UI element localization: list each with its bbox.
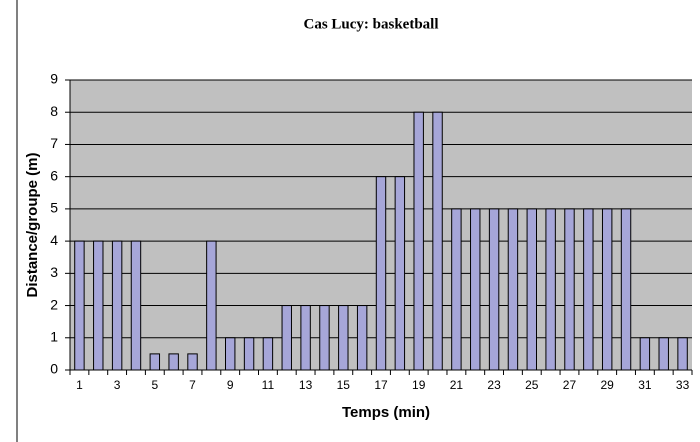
- bar: [300, 305, 311, 371]
- bar: [394, 176, 406, 371]
- chart-title: Cas Lucy: basketball: [303, 16, 438, 32]
- bar: [262, 337, 274, 371]
- x-tick-label: 33: [676, 378, 690, 392]
- bar: [168, 353, 179, 371]
- x-tick-label: 25: [525, 378, 539, 392]
- bar: [583, 208, 594, 371]
- bar: [187, 353, 198, 371]
- y-tick-label: 0: [50, 361, 58, 377]
- x-tick-label: 29: [601, 378, 615, 392]
- y-tick-label: 6: [50, 167, 58, 183]
- x-tick-label: 11: [262, 378, 275, 392]
- y-tick-label: 8: [50, 103, 58, 119]
- x-tick-label: 5: [151, 378, 158, 392]
- bar: [375, 176, 387, 371]
- bar: [526, 208, 537, 371]
- y-tick-label: 5: [50, 200, 58, 216]
- x-tick-label: 15: [337, 378, 351, 392]
- bar: [488, 208, 500, 371]
- bar: [601, 208, 613, 371]
- y-tick-label: 1: [50, 328, 58, 344]
- y-tick-label: 9: [50, 71, 58, 87]
- x-tick-label: 13: [299, 378, 313, 392]
- x-tick-label: 27: [563, 378, 577, 392]
- bar: [149, 353, 161, 371]
- bar: [620, 208, 632, 371]
- bar: [338, 305, 349, 371]
- bar: [206, 240, 217, 371]
- x-tick-label: 19: [412, 378, 426, 392]
- x-tick-label: 21: [450, 378, 464, 392]
- bar: [658, 337, 669, 371]
- x-tick-label: 17: [374, 378, 388, 392]
- bar: [74, 240, 85, 371]
- bar: [677, 337, 688, 371]
- bar: [243, 337, 255, 371]
- bar: [451, 208, 462, 371]
- x-tick-label: 31: [638, 378, 652, 392]
- x-tick-label: 7: [189, 378, 196, 392]
- bar: [564, 208, 575, 371]
- bar: [130, 240, 142, 371]
- x-tick-label: 3: [114, 378, 121, 392]
- bar: [432, 111, 443, 371]
- y-tick-label: 4: [50, 232, 58, 248]
- bar: [545, 208, 556, 371]
- bar: [639, 337, 651, 371]
- bar: [111, 240, 123, 371]
- x-axis-title: Temps (min): [342, 404, 430, 421]
- bar: [470, 208, 481, 371]
- y-tick-label: 3: [50, 264, 58, 280]
- bar: [93, 240, 104, 371]
- y-tick-label: 2: [50, 296, 58, 312]
- y-tick-label: 7: [50, 135, 58, 151]
- x-tick-label: 23: [487, 378, 501, 392]
- bar: [319, 305, 330, 371]
- y-axis-title: Distance/groupe (m): [24, 152, 41, 297]
- bar: [356, 305, 368, 371]
- bar: [281, 305, 292, 371]
- bar: [225, 337, 236, 371]
- bar: [413, 111, 424, 371]
- x-tick-label: 1: [76, 378, 83, 392]
- bar: [507, 208, 519, 371]
- x-tick-label: 9: [227, 378, 234, 392]
